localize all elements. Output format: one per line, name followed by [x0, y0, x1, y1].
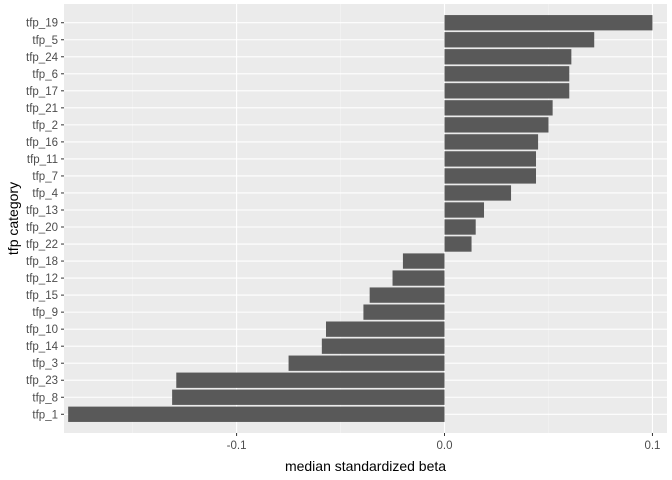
- y-tick-label: tfp_20: [26, 222, 58, 234]
- bar-tfp_2: [444, 117, 549, 133]
- x-tick-label: -0.1: [227, 440, 247, 452]
- y-tick-label: tfp_18: [26, 256, 58, 268]
- y-tick-label: tfp_2: [32, 120, 58, 132]
- bar-tfp_5: [444, 32, 595, 48]
- bar-tfp_24: [444, 49, 572, 65]
- bar-tfp_19: [444, 15, 653, 31]
- y-tick-label: tfp_16: [26, 137, 58, 149]
- bar-tfp_16: [444, 134, 539, 150]
- x-tick-label: 0.0: [437, 440, 453, 452]
- y-axis-title: tfp category: [5, 182, 21, 255]
- bar-tfp_6: [444, 66, 570, 82]
- bar-tfp_22: [444, 236, 472, 252]
- y-tick-label: tfp_22: [26, 239, 58, 251]
- bars: [68, 15, 653, 422]
- bar-tfp_20: [444, 219, 476, 235]
- y-axis-ticks: tfp_19 tfp_5 tfp_24 tfp_6 tfp_17 tfp_21 tfp_2t…: [26, 18, 64, 421]
- bar-tfp_11: [444, 151, 537, 167]
- y-tick-label: tfp_10: [26, 324, 58, 336]
- y-tick-label: tfp_8: [32, 392, 58, 404]
- y-tick-label: tfp_3: [32, 358, 58, 370]
- bar-tfp_1: [68, 406, 445, 422]
- y-tick-label: tfp_6: [32, 69, 58, 81]
- y-tick-label: tfp_11: [27, 154, 58, 166]
- y-tick-label: tfp_4: [32, 188, 58, 200]
- y-tick-label: tfp_9: [32, 307, 58, 319]
- x-tick-label: 0.1: [644, 440, 660, 452]
- bar-tfp_10: [325, 321, 445, 337]
- bar-tfp_9: [363, 304, 445, 320]
- bar-tfp_3: [288, 355, 445, 371]
- y-tick-label: tfp_1: [32, 409, 58, 421]
- y-tick-label: tfp_5: [32, 35, 58, 47]
- y-tick-label: tfp_12: [26, 273, 58, 285]
- x-axis-title: median standardized beta: [285, 458, 446, 474]
- x-axis-ticks: -0.1 0.0 0.1: [227, 433, 660, 452]
- bar-tfp_7: [444, 168, 537, 184]
- bar-tfp_14: [321, 338, 445, 354]
- bar-tfp_8: [172, 389, 445, 405]
- bar-tfp_18: [402, 253, 445, 269]
- bar-tfp_21: [444, 100, 553, 116]
- bar-tfp_17: [444, 83, 570, 99]
- y-tick-label: tfp_21: [26, 103, 58, 115]
- y-tick-label: tfp_19: [26, 18, 58, 30]
- bar-tfp_13: [444, 202, 485, 218]
- y-tick-label: tfp_24: [26, 52, 59, 64]
- bar-tfp_15: [369, 287, 445, 303]
- bar-tfp_12: [392, 270, 445, 286]
- y-tick-label: tfp_23: [26, 375, 58, 387]
- bar-tfp_4: [444, 185, 512, 201]
- y-tick-label: tfp_14: [26, 341, 59, 353]
- y-tick-label: tfp_15: [26, 290, 58, 302]
- y-tick-label: tfp_13: [26, 205, 58, 217]
- bar-tfp_23: [176, 372, 445, 388]
- y-tick-label: tfp_17: [26, 86, 58, 98]
- y-tick-label: tfp_7: [32, 171, 58, 183]
